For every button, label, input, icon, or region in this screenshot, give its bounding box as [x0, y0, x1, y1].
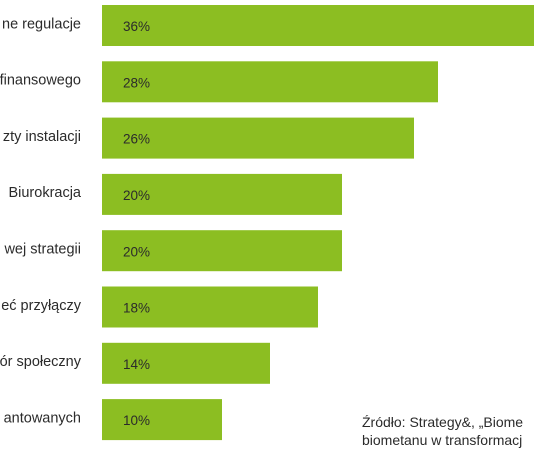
value-label-5: 18% [123, 301, 150, 316]
bar-5 [102, 286, 318, 328]
value-label-3: 20% [123, 188, 150, 203]
value-label-4: 20% [123, 244, 150, 259]
category-label-2: zty instalacji [3, 129, 81, 145]
category-label-0: ne regulacje [2, 16, 81, 32]
source-line-2: biometanu w transformacj [362, 432, 523, 448]
category-label-4: wej strategii [3, 242, 81, 258]
bar-2 [102, 117, 414, 159]
bar-6 [102, 342, 270, 384]
category-label-5: eć przyłączy [1, 298, 82, 314]
bar-0 [102, 5, 534, 46]
bar-3 [102, 173, 342, 215]
category-label-3: Biurokracja [8, 185, 81, 201]
bar-7 [102, 399, 222, 441]
value-label-2: 26% [123, 132, 150, 147]
value-label-6: 14% [123, 357, 150, 372]
value-label-0: 36% [123, 19, 150, 34]
source-note: Źródło: Strategy&, „Biome biometanu w tr… [362, 413, 534, 449]
bar-4 [102, 230, 342, 272]
bar-1 [102, 61, 438, 103]
source-line-1: Źródło: Strategy&, „Biome [362, 414, 524, 430]
value-label-1: 28% [123, 75, 150, 90]
category-label-6: ór społeczny [0, 354, 82, 370]
category-label-1: finansowego [0, 73, 81, 89]
value-label-7: 10% [123, 413, 150, 428]
category-label-7: antowanych [4, 410, 81, 426]
